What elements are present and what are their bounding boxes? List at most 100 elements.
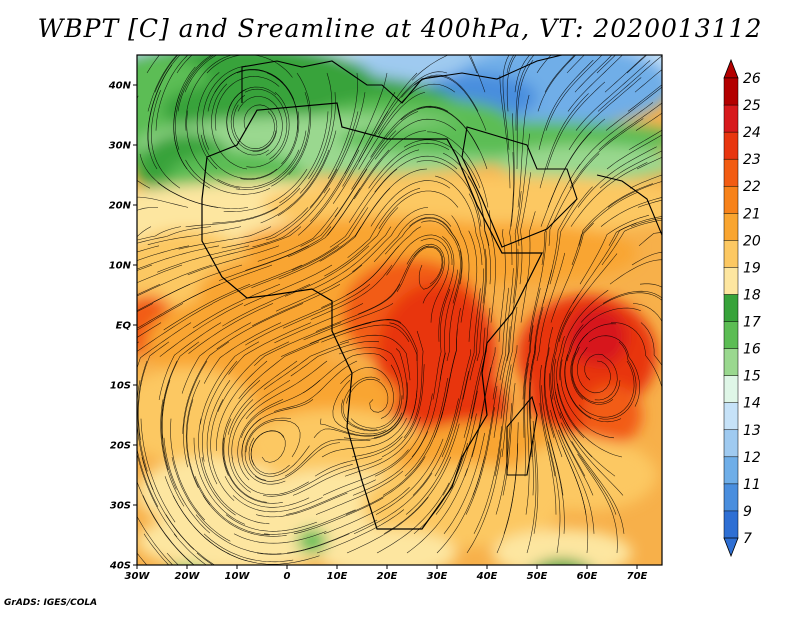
- streamline: [157, 182, 249, 209]
- streamline: [438, 236, 455, 342]
- streamline: [537, 55, 577, 112]
- streamline: [199, 341, 260, 425]
- streamline: [290, 341, 380, 377]
- colorbar-segment: [723, 240, 739, 268]
- streamline: [147, 55, 178, 112]
- streamline: [240, 111, 300, 180]
- streamline: [245, 420, 301, 458]
- streamline: [637, 199, 662, 208]
- streamline: [370, 105, 449, 158]
- streamline: [277, 130, 337, 217]
- lon-tick-label: 10E: [327, 571, 348, 582]
- streamline: [544, 55, 576, 93]
- streamline: [566, 307, 641, 362]
- lon-tick-label: 60E: [577, 571, 598, 582]
- streamline: [420, 238, 450, 323]
- streamline: [223, 168, 308, 212]
- streamline: [233, 104, 275, 149]
- streamline: [297, 149, 360, 236]
- colorbar-label: 18: [743, 288, 761, 304]
- colorbar-label: 17: [743, 315, 761, 331]
- streamline: [137, 480, 193, 565]
- streamline: [246, 91, 290, 168]
- streamline: [222, 379, 261, 476]
- colorbar-segment: [723, 429, 739, 458]
- colorbar-label: 16: [743, 342, 761, 358]
- streamline: [358, 72, 418, 162]
- streamline: [404, 378, 449, 477]
- streamline: [345, 456, 426, 515]
- colorbar-label: 23: [743, 152, 761, 168]
- streamline: [602, 290, 662, 304]
- streamline: [451, 215, 470, 323]
- streamline: [375, 438, 444, 515]
- streamline: [173, 66, 196, 170]
- streamline: [467, 176, 491, 285]
- streamline: [177, 55, 215, 112]
- streamline: [137, 226, 212, 244]
- streamline: [569, 118, 644, 189]
- streamline: [566, 55, 585, 74]
- streamline: [352, 207, 429, 273]
- streamline: [137, 207, 158, 211]
- streamline: [526, 440, 537, 554]
- streamline: [226, 89, 270, 156]
- streamline: [137, 245, 160, 253]
- streamline: [598, 341, 637, 420]
- streamline: [517, 94, 530, 208]
- streamline: [536, 252, 566, 362]
- streamline: [501, 345, 518, 458]
- streamline: [286, 519, 378, 554]
- streamline: [161, 341, 200, 439]
- streamline: [578, 360, 635, 418]
- streamline: [378, 190, 459, 229]
- streamline: [201, 456, 270, 525]
- streamline: [406, 468, 468, 554]
- india-coast: [596, 174, 662, 236]
- streamline: [544, 347, 563, 458]
- streamline: [604, 55, 647, 93]
- streamline: [140, 418, 176, 523]
- streamline: [579, 214, 649, 285]
- streamline: [137, 303, 214, 352]
- lat-tick-label: 20S: [110, 441, 131, 452]
- colorbar-label: 9: [743, 504, 752, 520]
- streamline: [468, 230, 478, 342]
- streamline: [468, 193, 486, 304]
- lon-tick-label: 20E: [377, 571, 398, 582]
- streamline: [400, 107, 480, 150]
- streamline: [299, 92, 336, 194]
- streamline: [161, 360, 178, 470]
- field-blob: [538, 559, 586, 565]
- streamline: [578, 183, 653, 246]
- colorbar-label: 19: [743, 260, 761, 276]
- streamline: [575, 60, 651, 131]
- field-blob: [317, 529, 457, 565]
- streamline: [358, 245, 430, 315]
- streamline: [598, 102, 662, 151]
- streamline: [577, 347, 611, 394]
- streamline: [194, 476, 270, 536]
- streamline: [327, 149, 390, 236]
- streamline: [421, 220, 461, 304]
- streamline: [532, 420, 539, 534]
- streamline: [374, 118, 457, 160]
- colorbar-segment: [723, 267, 739, 296]
- streamline: [137, 447, 159, 508]
- lon-tick-label: 20W: [175, 571, 201, 582]
- field-blob: [497, 145, 662, 181]
- streamline: [221, 207, 309, 249]
- streamline: [627, 84, 662, 112]
- streamline: [374, 155, 458, 193]
- streamline: [348, 149, 420, 223]
- streamline: [222, 437, 283, 504]
- streamline: [292, 458, 383, 496]
- streamline: [626, 55, 648, 74]
- streamline: [442, 390, 478, 496]
- streamline: [599, 150, 662, 189]
- streamline: [244, 417, 292, 481]
- streamline: [577, 146, 657, 208]
- streamline: [556, 336, 585, 438]
- streamline: [435, 175, 483, 266]
- streamline: [224, 476, 310, 508]
